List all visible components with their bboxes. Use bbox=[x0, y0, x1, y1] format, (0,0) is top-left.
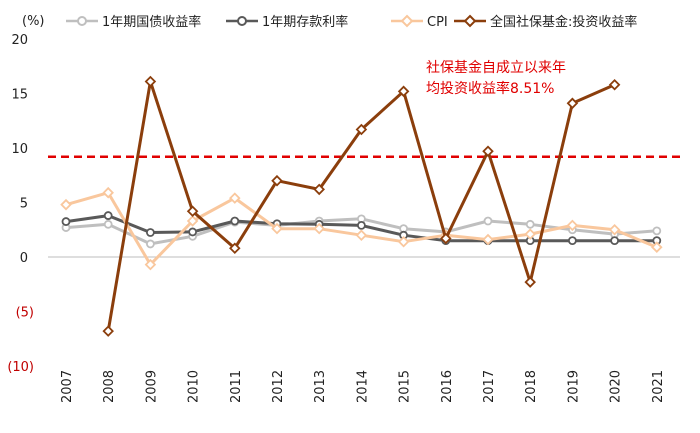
data-point bbox=[356, 220, 366, 230]
data-point bbox=[652, 226, 662, 236]
data-point bbox=[144, 75, 157, 88]
y-tick-label: 15 bbox=[11, 88, 28, 103]
data-point bbox=[60, 198, 72, 211]
legend-label: 1年期存款利率 bbox=[262, 14, 348, 30]
data-point bbox=[313, 222, 325, 235]
x-tick-label: 2014 bbox=[355, 370, 370, 403]
data-point bbox=[482, 233, 494, 246]
y-tick-label: (10) bbox=[7, 360, 34, 375]
legend-label: CPI bbox=[427, 15, 448, 30]
x-tick-label: 2016 bbox=[440, 370, 455, 403]
x-tick-label: 2009 bbox=[144, 370, 159, 403]
data-point bbox=[568, 236, 577, 246]
data-point bbox=[230, 216, 240, 226]
legend-item: CPI bbox=[391, 14, 448, 30]
legend: 1年期国债收益率 1年期存款利率 CPI 全国社保基金:投资收益率 bbox=[66, 14, 637, 30]
data-point bbox=[186, 205, 199, 217]
data-point bbox=[102, 325, 114, 337]
legend-label: 1年期国债收益率 bbox=[102, 14, 201, 30]
data-point bbox=[524, 228, 536, 240]
series-全国社保基金:投资收益率 bbox=[102, 75, 621, 337]
data-point bbox=[608, 223, 621, 236]
x-tick-label: 2019 bbox=[566, 370, 581, 403]
data-point bbox=[188, 227, 198, 237]
unit-label: (%) bbox=[22, 14, 45, 29]
data-point bbox=[651, 241, 663, 253]
y-tick-label: 0 bbox=[20, 251, 28, 266]
annotation-text: 社保基金自成立以来年 bbox=[426, 59, 566, 76]
y-tick-label: 20 bbox=[11, 33, 28, 48]
x-tick-label: 2020 bbox=[609, 370, 624, 403]
x-tick-label: 2012 bbox=[271, 370, 286, 403]
x-tick-label: 2018 bbox=[524, 370, 539, 403]
data-point bbox=[229, 242, 241, 255]
data-point bbox=[313, 183, 325, 196]
x-tick-label: 2015 bbox=[398, 370, 413, 403]
x-tick-label: 2017 bbox=[482, 370, 497, 403]
data-point bbox=[483, 216, 493, 226]
y-tick-label: (5) bbox=[16, 306, 34, 321]
data-point bbox=[566, 97, 579, 110]
data-point bbox=[524, 276, 536, 288]
data-point bbox=[145, 228, 155, 237]
data-point bbox=[355, 229, 368, 241]
data-point bbox=[397, 85, 410, 98]
data-point bbox=[61, 217, 71, 226]
y-tick-label: 5 bbox=[20, 197, 28, 212]
legend-label: 全国社保基金:投资收益率 bbox=[490, 14, 637, 30]
data-point bbox=[145, 239, 155, 249]
legend-marker bbox=[77, 16, 87, 26]
x-tick-label: 2010 bbox=[187, 370, 202, 403]
series-line bbox=[106, 80, 616, 332]
data-point bbox=[355, 123, 368, 136]
data-point bbox=[271, 174, 283, 187]
legend-item: 1年期国债收益率 bbox=[66, 14, 201, 30]
legend-item: 1年期存款利率 bbox=[226, 14, 348, 30]
data-point bbox=[229, 192, 241, 204]
data-point bbox=[525, 219, 535, 229]
data-point bbox=[186, 215, 199, 227]
data-point bbox=[271, 222, 283, 235]
x-tick-label: 2008 bbox=[102, 370, 117, 403]
annotation-text: 均投资收益率8.51% bbox=[426, 80, 554, 97]
data-point bbox=[102, 186, 114, 199]
legend-marker bbox=[237, 16, 247, 26]
x-tick-label: 2007 bbox=[60, 370, 75, 403]
y-tick-label: 10 bbox=[11, 142, 28, 157]
legend-marker bbox=[400, 14, 414, 28]
data-point bbox=[566, 219, 579, 232]
data-point bbox=[482, 145, 494, 158]
data-point bbox=[397, 235, 410, 248]
data-point bbox=[610, 236, 619, 246]
x-tick-label: 2013 bbox=[313, 370, 328, 403]
data-point bbox=[440, 232, 452, 245]
data-point bbox=[103, 219, 113, 229]
x-tick-label: 2011 bbox=[229, 370, 244, 403]
data-point bbox=[144, 258, 157, 271]
data-point bbox=[103, 211, 113, 220]
x-tick-label: 2021 bbox=[651, 370, 666, 403]
legend-marker bbox=[463, 14, 477, 28]
series-layer bbox=[60, 75, 663, 337]
legend-item: 全国社保基金:投资收益率 bbox=[454, 14, 637, 30]
data-point bbox=[608, 79, 621, 91]
